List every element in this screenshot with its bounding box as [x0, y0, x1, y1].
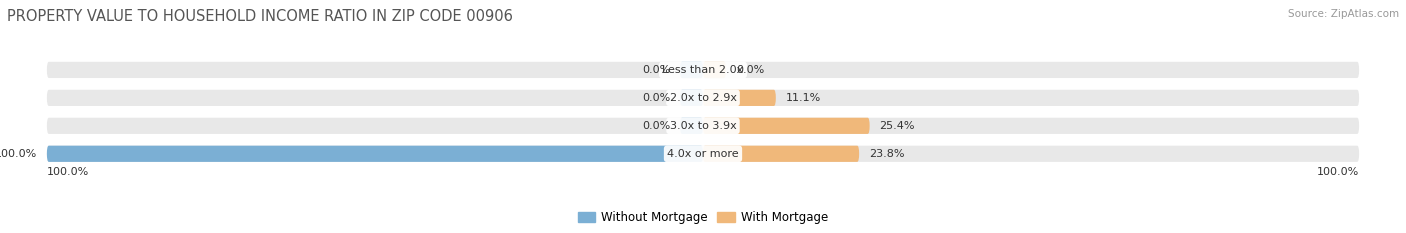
FancyBboxPatch shape — [703, 146, 859, 162]
FancyBboxPatch shape — [681, 118, 703, 134]
Text: 0.0%: 0.0% — [735, 65, 763, 75]
Text: Source: ZipAtlas.com: Source: ZipAtlas.com — [1288, 9, 1399, 19]
FancyBboxPatch shape — [46, 118, 1360, 134]
Text: 25.4%: 25.4% — [880, 121, 915, 131]
FancyBboxPatch shape — [46, 146, 703, 162]
FancyBboxPatch shape — [46, 146, 1360, 162]
Text: 100.0%: 100.0% — [0, 149, 37, 159]
Text: 100.0%: 100.0% — [46, 167, 89, 177]
Text: 100.0%: 100.0% — [1317, 167, 1360, 177]
FancyBboxPatch shape — [46, 90, 1360, 106]
FancyBboxPatch shape — [681, 62, 703, 78]
Text: 23.8%: 23.8% — [869, 149, 904, 159]
FancyBboxPatch shape — [703, 90, 776, 106]
Text: PROPERTY VALUE TO HOUSEHOLD INCOME RATIO IN ZIP CODE 00906: PROPERTY VALUE TO HOUSEHOLD INCOME RATIO… — [7, 9, 513, 24]
Text: 0.0%: 0.0% — [643, 65, 671, 75]
Text: 0.0%: 0.0% — [643, 121, 671, 131]
FancyBboxPatch shape — [703, 62, 725, 78]
FancyBboxPatch shape — [46, 62, 1360, 78]
Text: 2.0x to 2.9x: 2.0x to 2.9x — [669, 93, 737, 103]
FancyBboxPatch shape — [681, 90, 703, 106]
Text: 4.0x or more: 4.0x or more — [668, 149, 738, 159]
FancyBboxPatch shape — [703, 118, 870, 134]
Text: 0.0%: 0.0% — [643, 93, 671, 103]
Legend: Without Mortgage, With Mortgage: Without Mortgage, With Mortgage — [574, 206, 832, 229]
Text: 3.0x to 3.9x: 3.0x to 3.9x — [669, 121, 737, 131]
Text: 11.1%: 11.1% — [786, 93, 821, 103]
Text: Less than 2.0x: Less than 2.0x — [662, 65, 744, 75]
